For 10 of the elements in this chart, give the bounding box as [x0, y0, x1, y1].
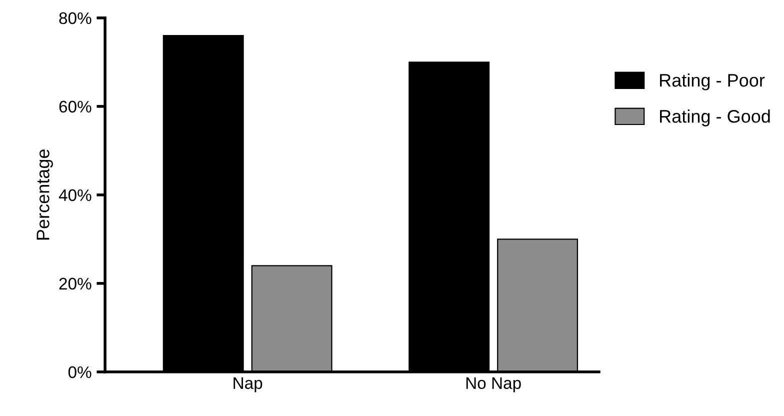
x-tick-label: No Nap [466, 377, 521, 392]
y-axis-title: Percentage [36, 150, 53, 240]
legend-label: Rating - Poor [660, 73, 765, 90]
y-tick-label: 0% [68, 366, 92, 378]
y-tick-label: 60% [59, 100, 92, 113]
y-tick-label: 80% [59, 12, 92, 24]
y-tick-label: 40% [58, 189, 92, 202]
legend-label: Rating - Good [660, 110, 770, 126]
x-tick-label: Nap [234, 377, 262, 392]
y-tick-label: 20% [59, 278, 92, 290]
